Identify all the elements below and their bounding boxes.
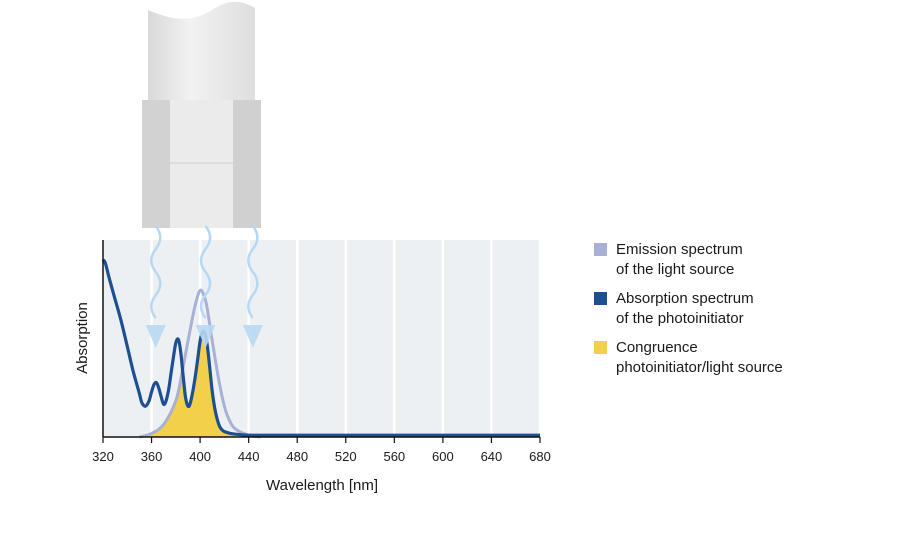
light-arrow (145, 225, 166, 348)
x-tick-label: 520 (335, 449, 357, 464)
legend-swatch (594, 341, 607, 354)
x-tick-label: 480 (286, 449, 308, 464)
legend-label-line: of the photoinitiator (616, 310, 744, 327)
x-tick-label: 640 (481, 449, 503, 464)
legend: Emission spectrum of the light source Abso… (594, 240, 894, 387)
light-arrows (145, 225, 263, 348)
legend-label-line: photoinitiator/light source (616, 359, 783, 376)
legend-item: Congruence photoinitiator/light source (594, 338, 894, 378)
x-tick-label: 600 (432, 449, 454, 464)
y-axis-label: Absorption (74, 302, 91, 374)
emission-line (138, 288, 262, 439)
absorption-line (101, 258, 540, 437)
legend-item: Emission spectrum of the light source (594, 240, 894, 280)
light-arrow (195, 225, 216, 348)
legend-label-line: of the light source (616, 261, 735, 278)
x-tick-label: 400 (189, 449, 211, 464)
uv-lamp-icon (142, 1, 261, 228)
legend-swatch (594, 243, 607, 256)
legend-swatch (594, 292, 607, 305)
x-ticks: 320 360 400 440 480 520 560 600 640 680 (92, 437, 551, 464)
x-tick-label: 360 (141, 449, 163, 464)
light-arrow (242, 225, 263, 348)
x-tick-label: 560 (383, 449, 405, 464)
legend-label-line: Congruence (616, 339, 698, 356)
legend-label-line: Emission spectrum (616, 241, 743, 258)
x-tick-label: 440 (238, 449, 260, 464)
legend-label: Congruence photoinitiator/light source (616, 338, 783, 378)
legend-item: Absorption spectrum of the photoinitiator (594, 289, 894, 329)
x-tick-label: 320 (92, 449, 114, 464)
legend-label: Emission spectrum of the light source (616, 240, 743, 280)
legend-label-line: Absorption spectrum (616, 290, 754, 307)
x-tick-label: 680 (529, 449, 551, 464)
x-axis-label: Wavelength [nm] (266, 477, 378, 494)
legend-label: Absorption spectrum of the photoinitiator (616, 289, 754, 329)
plot-area (103, 240, 540, 437)
congruence-area (139, 331, 237, 437)
